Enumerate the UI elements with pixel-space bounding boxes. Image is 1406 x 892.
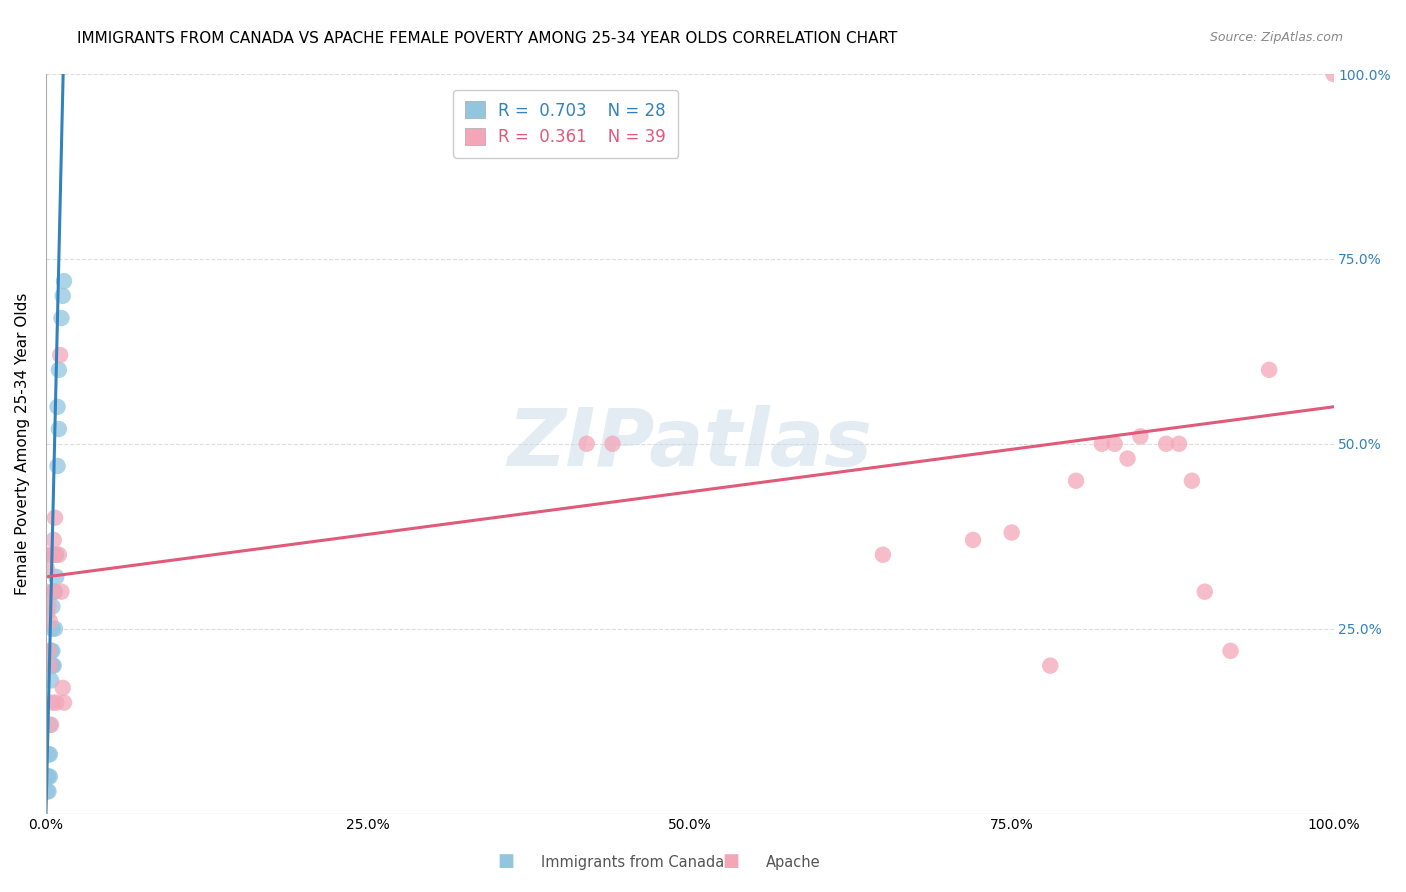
Point: [41, 696, 63, 710]
Point: [38, 747, 60, 762]
Point: [45, 570, 67, 584]
Point: [48, 422, 70, 436]
Point: [38, 784, 60, 798]
Point: [38, 644, 60, 658]
Point: [38, 770, 60, 784]
Point: [41, 599, 63, 614]
Point: [1168, 437, 1191, 451]
Point: [51, 584, 73, 599]
Point: [42, 584, 65, 599]
Point: [37, 770, 59, 784]
Text: ■: ■: [723, 852, 740, 870]
Point: [46, 458, 69, 473]
Point: [45, 696, 67, 710]
Point: [41, 622, 63, 636]
Point: [602, 437, 624, 451]
Point: [39, 644, 62, 658]
Point: [42, 584, 65, 599]
Point: [872, 548, 894, 562]
Point: [48, 363, 70, 377]
Text: ZIPatlas: ZIPatlas: [508, 405, 872, 483]
Point: [44, 510, 66, 524]
Point: [1258, 363, 1281, 377]
Point: [52, 289, 75, 303]
Point: [37, 562, 59, 576]
Point: [1129, 429, 1152, 443]
Point: [46, 400, 69, 414]
Point: [1154, 437, 1177, 451]
Point: [39, 718, 62, 732]
Point: [51, 311, 73, 326]
Point: [38, 718, 60, 732]
Point: [575, 437, 598, 451]
Point: [44, 622, 66, 636]
Point: [39, 673, 62, 688]
Point: [37, 784, 59, 798]
Text: Immigrants from Canada: Immigrants from Canada: [541, 855, 724, 870]
Point: [53, 274, 76, 288]
Point: [37, 607, 59, 621]
Point: [38, 614, 60, 628]
Point: [52, 681, 75, 695]
Point: [1181, 474, 1204, 488]
Point: [45, 548, 67, 562]
Legend: R =  0.703    N = 28, R =  0.361    N = 39: R = 0.703 N = 28, R = 0.361 N = 39: [454, 90, 678, 158]
Point: [35, 548, 58, 562]
Point: [1091, 437, 1114, 451]
Point: [49, 348, 72, 362]
Point: [53, 696, 76, 710]
Text: IMMIGRANTS FROM CANADA VS APACHE FEMALE POVERTY AMONG 25-34 YEAR OLDS CORRELATIO: IMMIGRANTS FROM CANADA VS APACHE FEMALE …: [77, 31, 897, 46]
Point: [39, 658, 62, 673]
Point: [1104, 437, 1126, 451]
Point: [41, 548, 63, 562]
Point: [48, 548, 70, 562]
Point: [41, 658, 63, 673]
Point: [38, 599, 60, 614]
Point: [1219, 644, 1241, 658]
Point: [1064, 474, 1087, 488]
Point: [1116, 451, 1139, 466]
Point: [42, 533, 65, 547]
Point: [1001, 525, 1024, 540]
Point: [1194, 584, 1216, 599]
Point: [42, 658, 65, 673]
Point: [38, 658, 60, 673]
Y-axis label: Female Poverty Among 25-34 Year Olds: Female Poverty Among 25-34 Year Olds: [15, 293, 30, 595]
Text: ■: ■: [498, 852, 515, 870]
Point: [1322, 67, 1344, 81]
Text: Source: ZipAtlas.com: Source: ZipAtlas.com: [1209, 31, 1343, 45]
Point: [962, 533, 984, 547]
Point: [38, 770, 60, 784]
Point: [44, 548, 66, 562]
Point: [41, 644, 63, 658]
Text: Apache: Apache: [766, 855, 821, 870]
Point: [1039, 658, 1062, 673]
Point: [38, 747, 60, 762]
Point: [44, 584, 66, 599]
Point: [35, 584, 58, 599]
